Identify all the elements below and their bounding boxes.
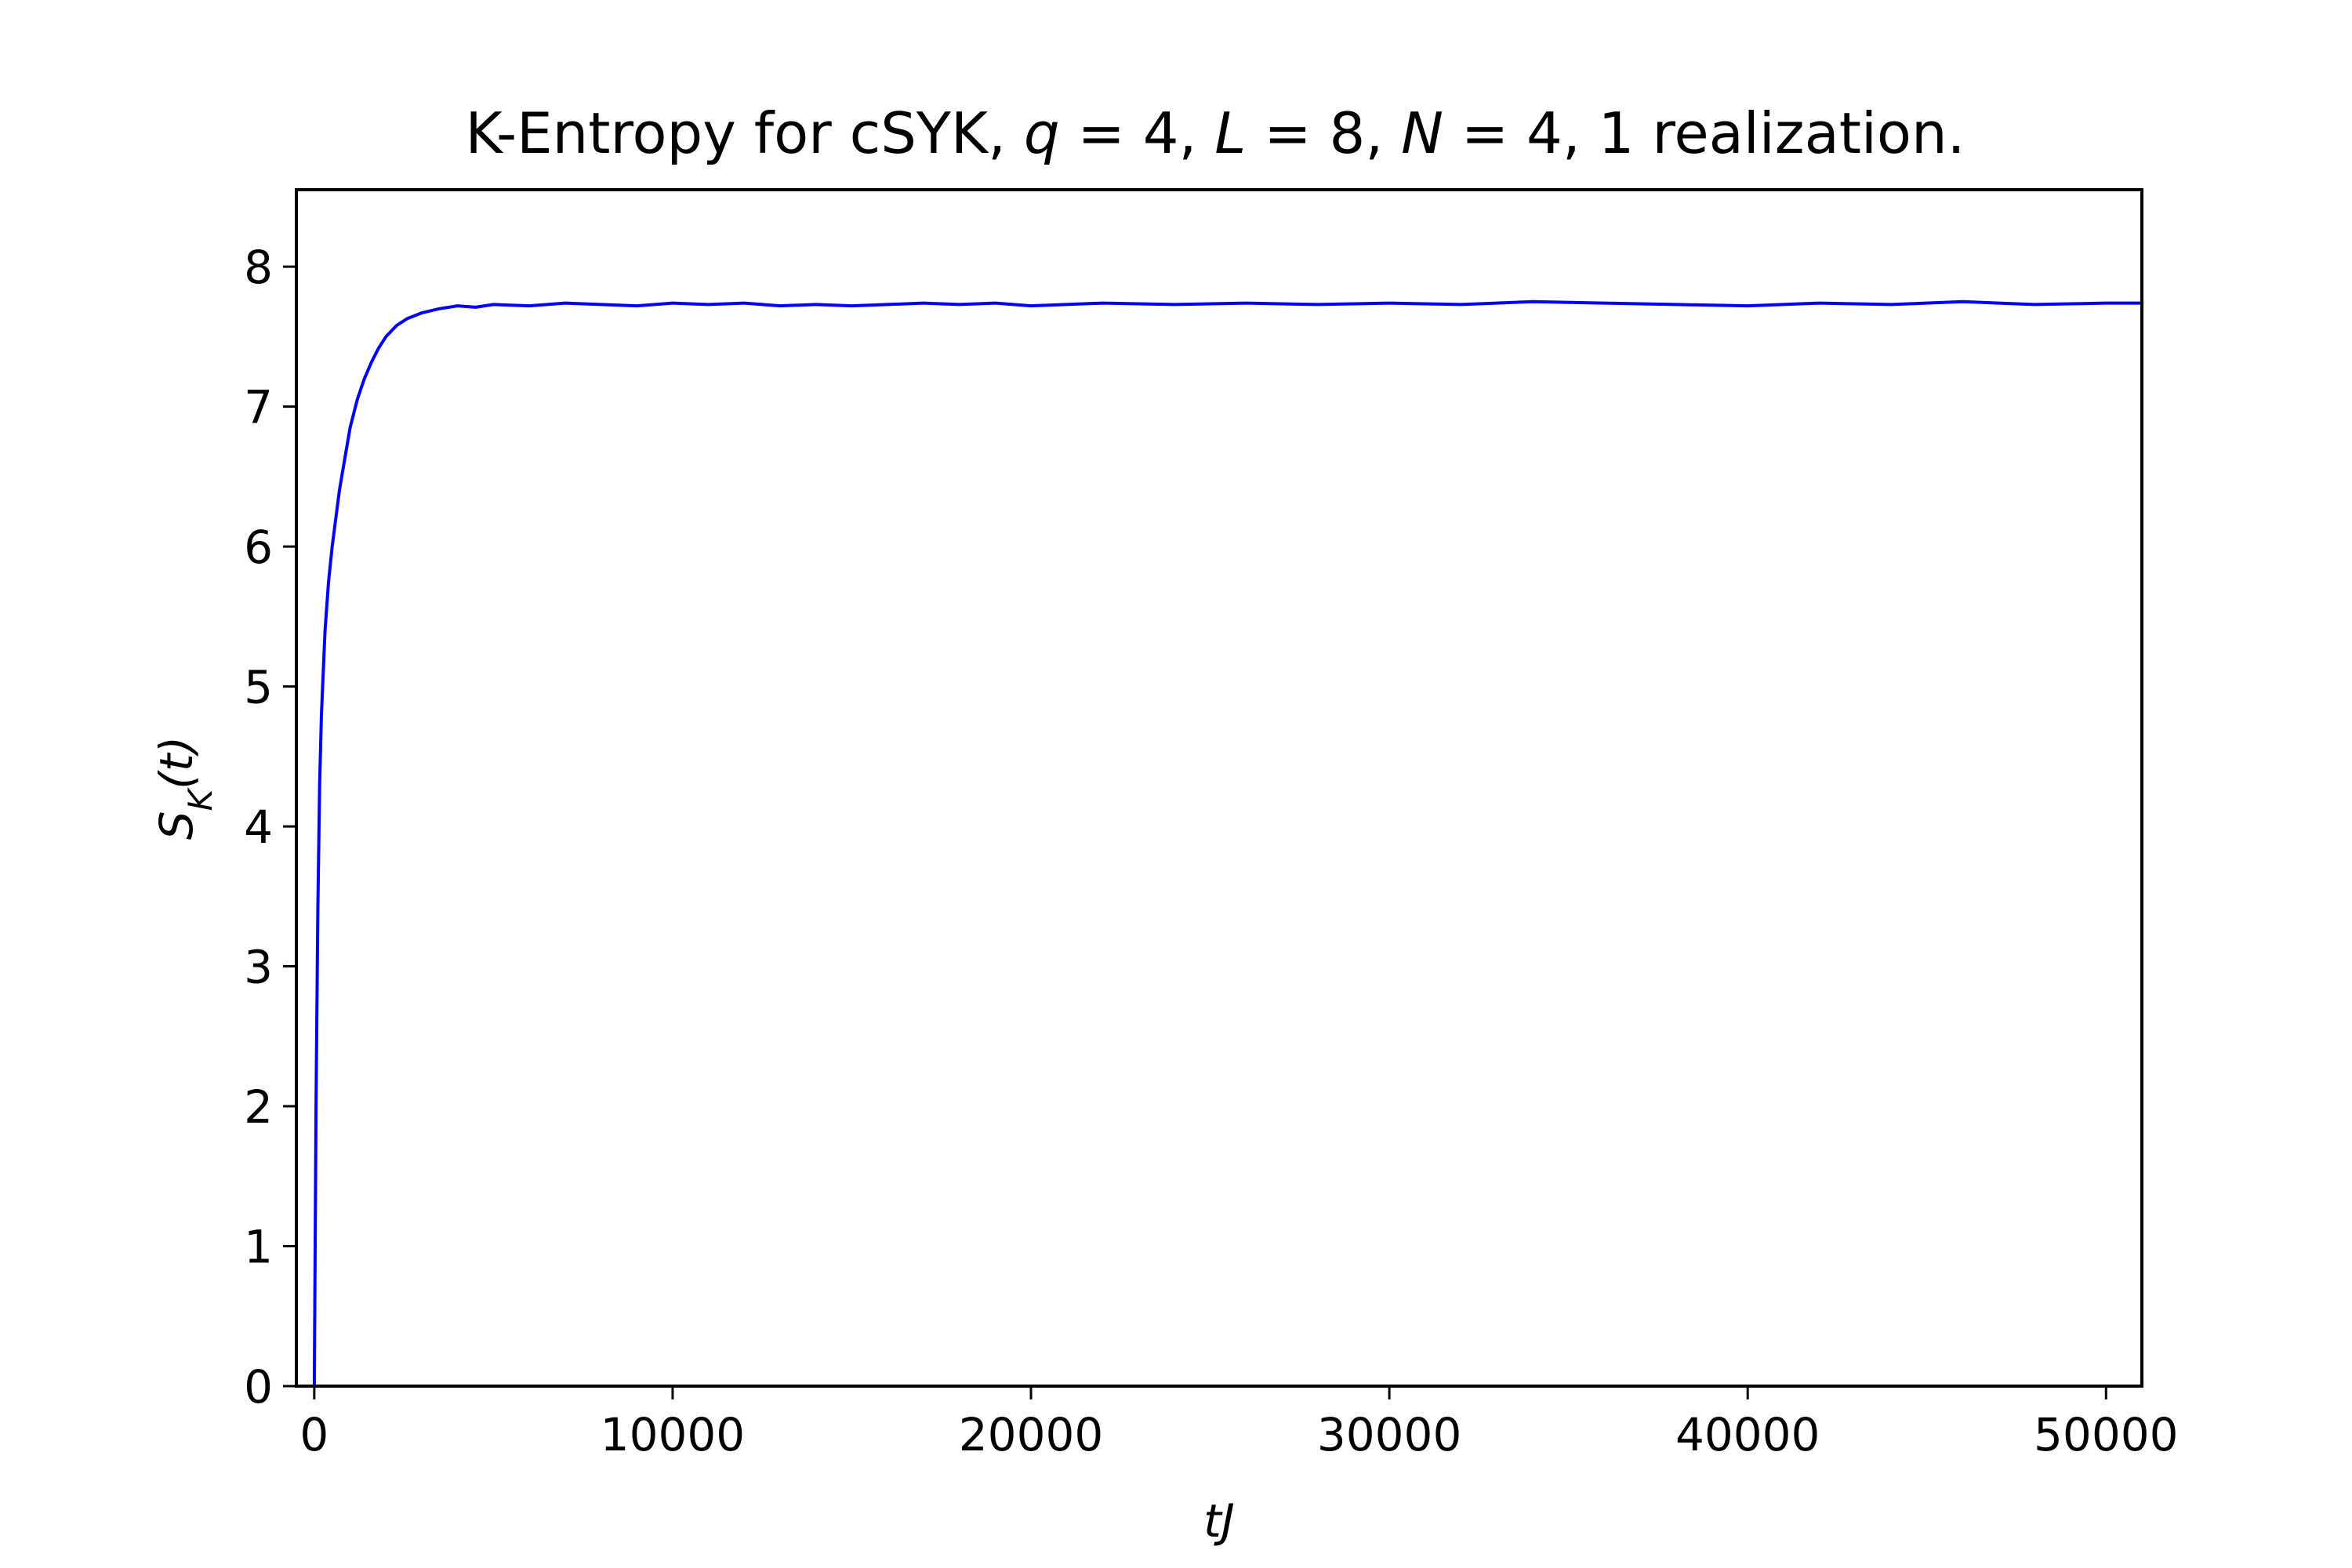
y-tick-label: 4 (244, 800, 273, 854)
y-tick-label: 3 (244, 941, 273, 994)
x-tick-label: 0 (299, 1408, 328, 1461)
title-text-1: K-Entropy for cSYK, (465, 100, 1023, 166)
y-tick-label: 1 (244, 1221, 273, 1274)
x-tick-label: 10000 (601, 1408, 746, 1461)
y-axis-ticks: 0 1 2 3 4 5 6 7 8 (244, 241, 296, 1414)
y-tick-label: 2 (244, 1080, 273, 1134)
y-tick-label: 8 (244, 241, 273, 294)
series-line-0 (312, 299, 2142, 1387)
series-layer (312, 299, 2142, 1387)
y-axis-title-rest: (t) (150, 736, 203, 789)
y-tick-label: 6 (244, 521, 273, 574)
title-text-4: = 4, 1 realization. (1443, 100, 1965, 166)
title-N-symbol: N (1401, 100, 1443, 166)
x-axis-ticks: 0 10000 20000 30000 40000 50000 (299, 1386, 2179, 1461)
plot-frame (295, 188, 2143, 1388)
y-tick-label: 5 (244, 661, 273, 714)
x-tick-label: 50000 (2034, 1408, 2179, 1461)
chart-title: K-Entropy for cSYK, q = 4, L = 8, N = 4,… (465, 100, 1965, 166)
y-axis-title-K: K (181, 786, 220, 811)
y-tick-label: 0 (244, 1360, 273, 1414)
x-tick-label: 20000 (959, 1408, 1104, 1461)
title-q-symbol: q (1024, 100, 1060, 166)
title-text-2: = 4, (1060, 100, 1215, 166)
title-L-symbol: L (1214, 100, 1246, 166)
y-axis-title-S: S (150, 811, 203, 840)
y-tick-label: 7 (244, 381, 273, 434)
y-axis-title: SK(t) (150, 736, 220, 840)
x-tick-label: 30000 (1317, 1408, 1462, 1461)
x-axis-title: tJ (1203, 1494, 1235, 1548)
x-tick-label: 40000 (1675, 1408, 1820, 1461)
title-text-3: = 8, (1246, 100, 1401, 166)
